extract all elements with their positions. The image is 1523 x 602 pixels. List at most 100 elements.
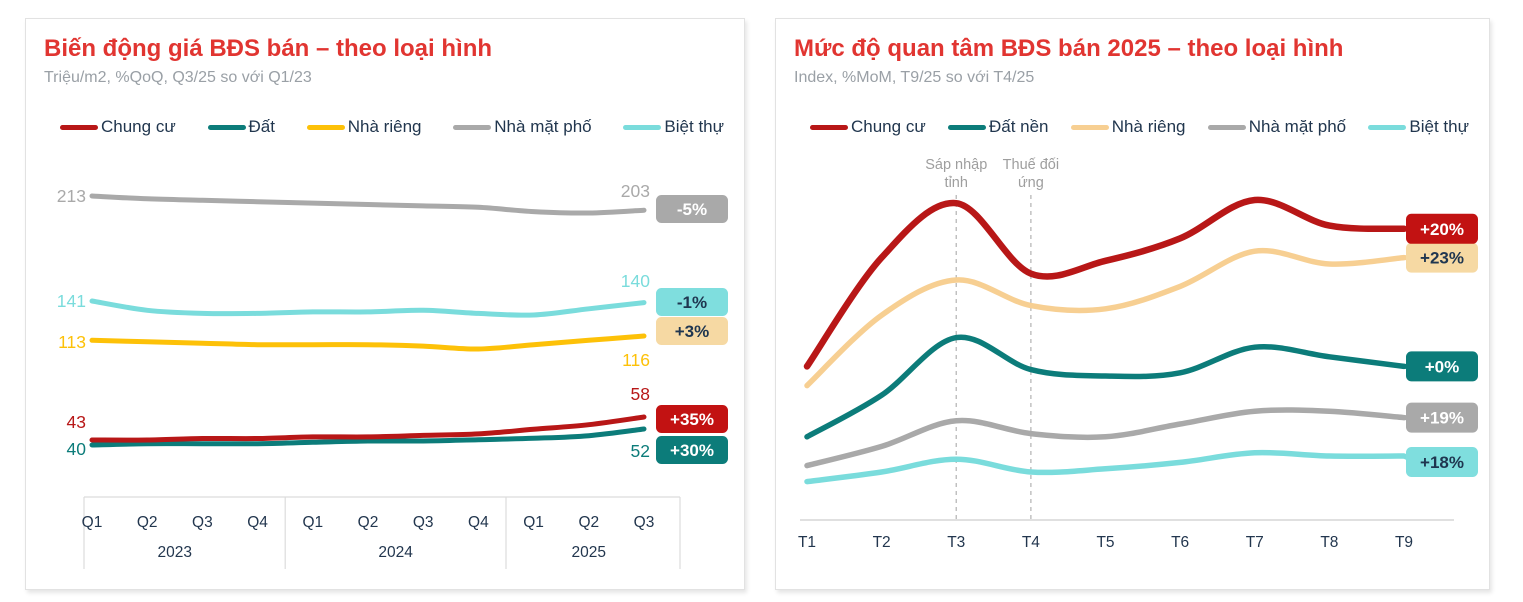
annotation-label: Sáp nhập <box>925 157 987 173</box>
series-line <box>89 298 647 318</box>
x-tick-label: Q1 <box>523 514 544 531</box>
legend-swatch-icon <box>1207 124 1246 130</box>
x-tick-label: Q1 <box>302 514 323 531</box>
end-value-label: 116 <box>622 350 650 370</box>
legend-label: Nhà mặt phố <box>1248 117 1347 136</box>
legend-swatch-icon <box>306 124 345 130</box>
start-value-label: 213 <box>57 186 86 206</box>
series-line <box>89 333 647 352</box>
legend-item: Biệt thự <box>1368 117 1469 137</box>
legend-swatch-icon <box>623 124 662 130</box>
legend-item: Đất <box>207 117 275 137</box>
change-badge <box>1406 351 1478 382</box>
legend-label: Biệt thự <box>1409 117 1469 136</box>
year-label: 2023 <box>158 544 192 561</box>
change-badge-label: +30% <box>670 441 714 460</box>
legend-label: Nhà riêng <box>1111 117 1186 136</box>
annotation-label: Thuế đối <box>1003 157 1059 173</box>
legend-swatch-icon <box>1070 124 1109 130</box>
legend-swatch-icon <box>207 124 246 130</box>
x-tick-label: Q2 <box>358 514 379 531</box>
chart-subtitle: Index, %MoM, T9/25 so với T4/25 <box>794 69 1035 86</box>
x-tick-label: T4 <box>1022 534 1040 551</box>
x-tick-label: T3 <box>947 534 965 551</box>
legend-label: Chung cư <box>101 117 176 136</box>
series-line <box>804 407 1407 469</box>
legend-label: Nhà mặt phố <box>494 117 592 136</box>
change-badge <box>1406 242 1478 273</box>
legend-item: Đất nền <box>947 117 1049 137</box>
series-line <box>803 196 1408 370</box>
year-label: 2024 <box>378 544 413 561</box>
end-value-label: 203 <box>621 181 650 201</box>
x-tick-label: T6 <box>1171 534 1189 551</box>
legend-label: Nhà riêng <box>347 117 422 136</box>
series-line <box>89 426 647 448</box>
series-line <box>804 449 1407 485</box>
start-value-label: 40 <box>67 439 87 459</box>
x-tick-label: T2 <box>873 534 891 551</box>
end-value-label: 52 <box>631 441 650 461</box>
x-tick-label: Q4 <box>247 514 268 531</box>
legend: Chung cư Đất nền Nhà riêng Nhà mặt phố Biệt … <box>810 117 1469 137</box>
x-tick-label: Q2 <box>137 514 158 531</box>
end-value-label: 140 <box>621 271 650 291</box>
change-badge-label: +23% <box>1420 249 1464 268</box>
start-value-label: 113 <box>58 332 86 352</box>
legend-item: Chung cư <box>60 117 176 137</box>
series-line <box>804 334 1407 440</box>
annotation-label: ứng <box>1018 175 1044 191</box>
change-badge-label: +0% <box>1425 357 1460 376</box>
legend-label: Biệt thự <box>664 117 724 136</box>
x-tick-label: Q2 <box>578 514 599 531</box>
series-line <box>804 247 1407 389</box>
end-value-label: 58 <box>631 384 650 404</box>
series-line <box>89 414 647 443</box>
change-badge <box>656 288 728 316</box>
legend: Chung cư Đất Nhà riêng Nhà mặt phố Biệt thự <box>60 117 724 137</box>
x-tick-label: T7 <box>1246 534 1264 551</box>
x-tick-label: Q3 <box>413 514 434 531</box>
x-tick-label: Q3 <box>634 514 655 531</box>
legend-item: Nhà riêng <box>306 117 422 137</box>
x-tick-label: Q4 <box>468 514 489 531</box>
year-label: 2025 <box>572 544 606 561</box>
chart-subtitle: Triệu/m2, %QoQ, Q3/25 so với Q1/23 <box>44 69 312 86</box>
change-badge <box>1406 447 1478 477</box>
legend-item: Chung cư <box>810 117 926 137</box>
legend-item: Nhà mặt phố <box>1207 117 1347 137</box>
legend-label: Đất <box>248 117 275 136</box>
change-badge-label: -5% <box>677 200 707 219</box>
interest-level-chart-card: Mức độ quan tâm BĐS bán 2025 – theo loại… <box>775 18 1490 590</box>
annotation-label: tỉnh <box>945 175 968 191</box>
change-badge-label: -1% <box>677 293 707 312</box>
legend-item: Nhà mặt phố <box>453 117 592 137</box>
legend-swatch-icon <box>453 124 492 130</box>
legend-label: Chung cư <box>851 117 926 136</box>
price-change-chart-card: Biến động giá BĐS bán – theo loại hình T… <box>25 18 745 590</box>
x-tick-label: T8 <box>1320 534 1338 551</box>
x-tick-label: Q1 <box>82 514 103 531</box>
x-tick-label: T1 <box>798 534 816 551</box>
change-badge <box>656 317 728 345</box>
x-tick-label: Q3 <box>192 514 213 531</box>
x-tick-label: T5 <box>1096 534 1114 551</box>
change-badge <box>1406 402 1478 433</box>
x-tick-label: T9 <box>1395 534 1413 551</box>
legend-item: Nhà riêng <box>1070 117 1186 137</box>
legend-swatch-icon <box>1368 124 1407 130</box>
legend-swatch-icon <box>947 124 986 130</box>
change-badge <box>656 195 728 223</box>
legend-label: Đất nền <box>988 117 1049 136</box>
start-value-label: 43 <box>67 412 86 432</box>
change-badge-label: +3% <box>675 322 710 341</box>
change-badge-label: +35% <box>670 410 714 429</box>
legend-swatch-icon <box>60 124 98 130</box>
change-badge-label: +19% <box>1420 409 1464 428</box>
series-line <box>89 193 647 216</box>
chart-title: Biến động giá BĐS bán – theo loại hình <box>44 35 493 62</box>
change-badge <box>1406 213 1478 244</box>
interest-level-line-chart: T1 T2 T3 T4 T5 T6 T7 T8 T9 Sáp nhập tỉnh Thuế đối ứn… <box>798 157 1478 551</box>
